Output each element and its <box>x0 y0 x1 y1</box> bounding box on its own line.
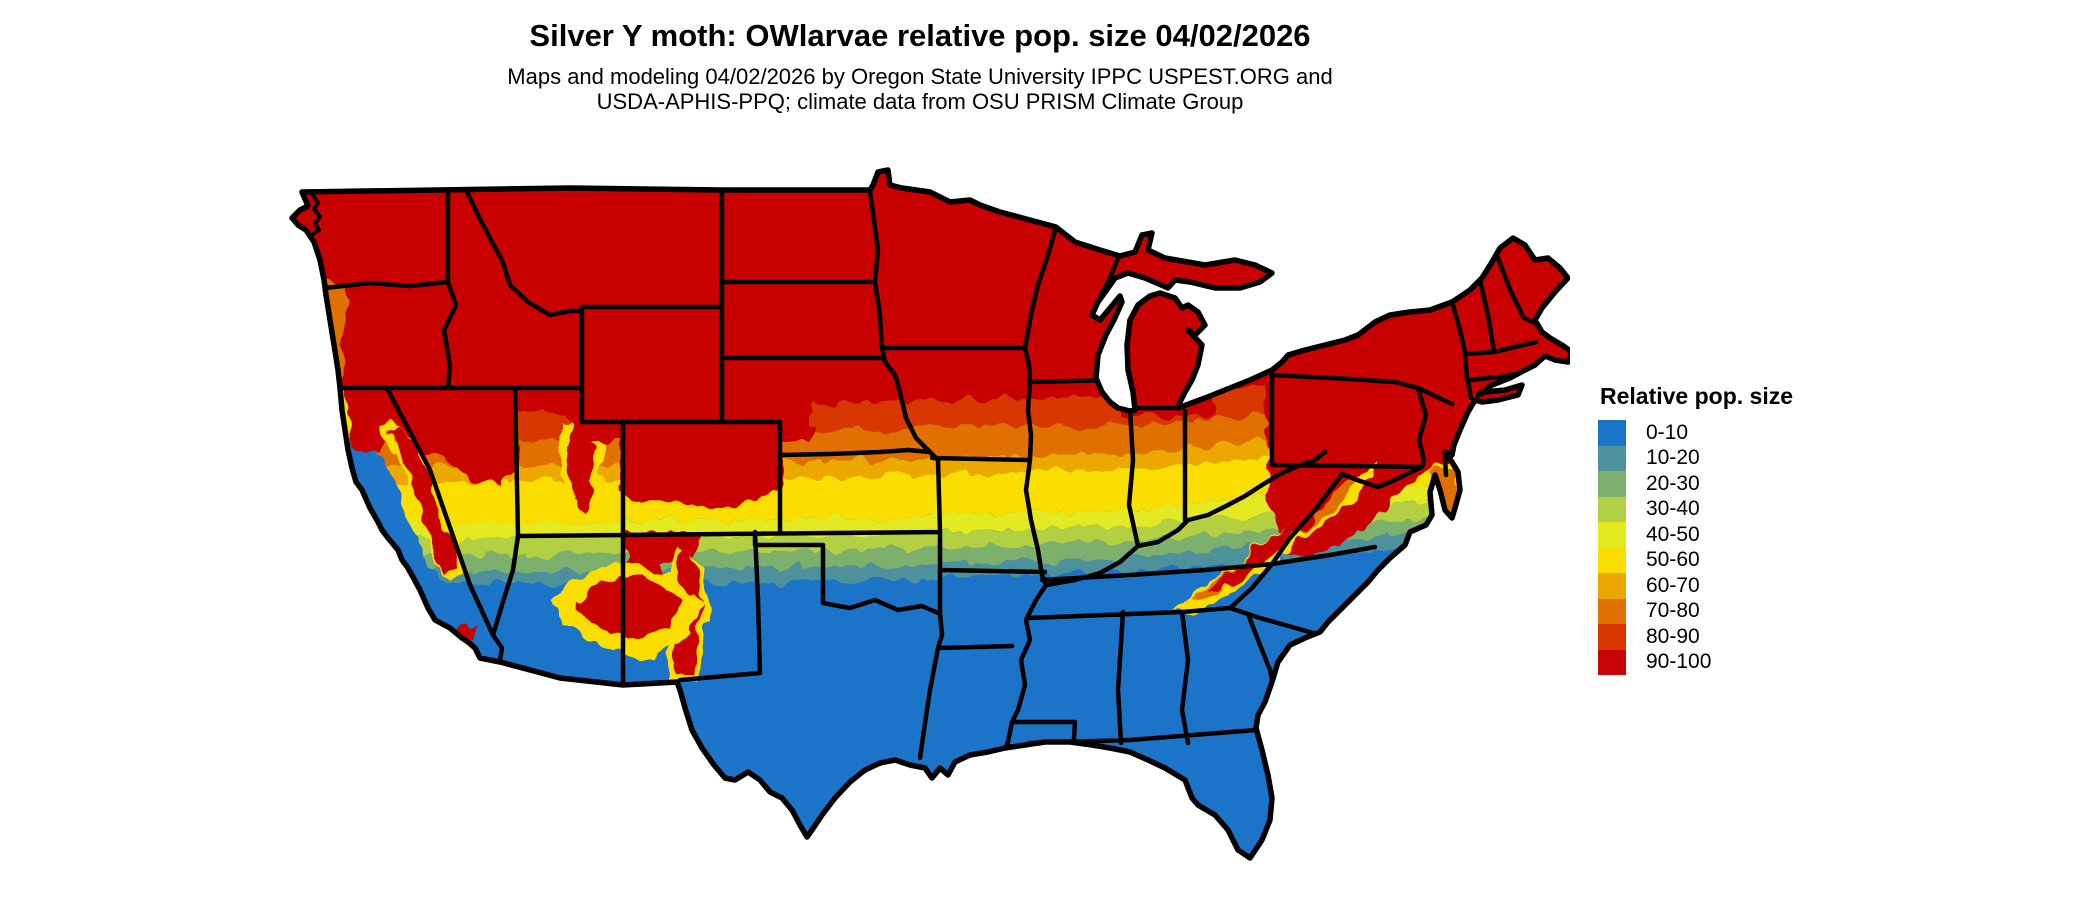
legend-item-0-10: 0-10 <box>1598 420 1858 446</box>
legend-label: 50-60 <box>1646 548 1700 572</box>
legend-swatch-30-40 <box>1598 496 1626 522</box>
legend-item-20-30: 20-30 <box>1598 471 1858 497</box>
state-borders <box>292 189 1539 765</box>
legend-swatch-90-100 <box>1598 649 1626 675</box>
legend-swatch-20-30 <box>1598 471 1626 497</box>
legend-item-70-80: 70-80 <box>1598 598 1858 624</box>
legend-swatch-50-60 <box>1598 547 1626 573</box>
legend-item-40-50: 40-50 <box>1598 522 1858 548</box>
subtitle-line-1: Maps and modeling 04/02/2026 by Oregon S… <box>507 64 1333 89</box>
us-map-canvas <box>289 167 1575 861</box>
legend-label: 70-80 <box>1646 599 1700 623</box>
us-outline <box>289 167 1575 861</box>
legend-item-30-40: 30-40 <box>1598 496 1858 522</box>
legend-label: 60-70 <box>1646 573 1700 597</box>
header: Silver Y moth: OWlarvae relative pop. si… <box>0 0 1840 114</box>
legend-swatch-80-90 <box>1598 624 1626 650</box>
legend-item-80-90: 80-90 <box>1598 624 1858 650</box>
legend-item-10-20: 10-20 <box>1598 445 1858 471</box>
legend-label: 40-50 <box>1646 522 1700 546</box>
legend-items: 0-10 10-20 20-30 30-40 40-50 50-60 60-70 <box>1598 420 1858 675</box>
legend-label: 30-40 <box>1646 497 1700 521</box>
legend-label: 0-10 <box>1646 420 1689 444</box>
legend-label: 80-90 <box>1646 624 1700 648</box>
legend-swatch-60-70 <box>1598 573 1626 599</box>
legend-label: 20-30 <box>1646 471 1700 495</box>
legend-item-60-70: 60-70 <box>1598 573 1858 599</box>
legend: Relative pop. size 0-10 10-20 20-30 30-4… <box>1598 383 1858 675</box>
legend-item-90-100: 90-100 <box>1598 649 1858 675</box>
subtitle-line-2: USDA-APHIS-PPQ; climate data from OSU PR… <box>596 89 1244 114</box>
subtitle: Maps and modeling 04/02/2026 by Oregon S… <box>0 64 1840 114</box>
page-title: Silver Y moth: OWlarvae relative pop. si… <box>529 18 1311 53</box>
legend-swatch-10-20 <box>1598 445 1626 471</box>
us-map <box>230 130 1575 892</box>
legend-item-50-60: 50-60 <box>1598 547 1858 573</box>
legend-swatch-70-80 <box>1598 598 1626 624</box>
legend-title: Relative pop. size <box>1600 383 1794 409</box>
legend-label: 10-20 <box>1646 446 1700 470</box>
color-field <box>292 170 1572 858</box>
legend-label: 90-100 <box>1646 650 1712 674</box>
legend-swatch-0-10 <box>1598 420 1626 446</box>
legend-swatch-40-50 <box>1598 522 1626 548</box>
